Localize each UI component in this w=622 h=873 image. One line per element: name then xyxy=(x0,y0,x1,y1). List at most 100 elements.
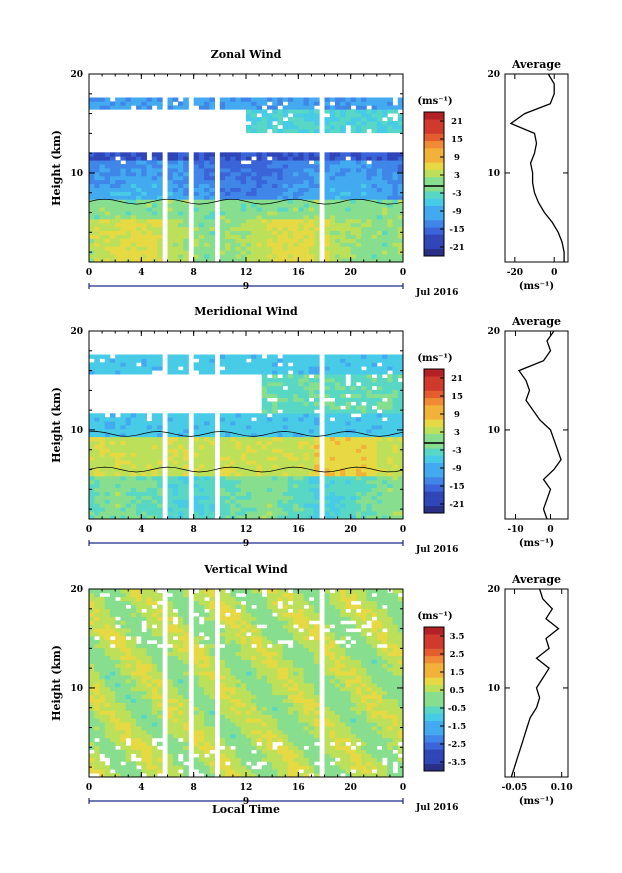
heatmap-cell xyxy=(366,456,372,461)
heatmap-cell xyxy=(392,234,399,239)
heatmap-cell xyxy=(99,694,106,700)
heatmap-cell xyxy=(298,358,304,363)
heatmap-cell xyxy=(89,258,95,263)
heatmap-cell xyxy=(157,659,163,664)
heatmap-cell xyxy=(235,207,242,212)
heatmap-cell xyxy=(99,160,106,165)
heatmap-cell xyxy=(141,164,147,169)
heatmap-cell xyxy=(104,702,111,707)
heatmap-cell xyxy=(266,425,273,430)
heatmap-cell xyxy=(120,218,127,224)
heatmap-cell xyxy=(104,745,111,750)
heatmap-cell xyxy=(146,753,153,758)
heatmap-cell xyxy=(130,203,137,208)
heatmap-cell xyxy=(167,741,174,747)
heatmap-cell xyxy=(99,203,106,208)
heatmap-cell xyxy=(120,604,127,609)
heatmap-cell xyxy=(94,511,100,516)
heatmap-cell xyxy=(303,495,310,500)
heatmap-cell xyxy=(371,101,378,106)
heatmap-cell xyxy=(392,179,399,185)
heatmap-cell xyxy=(334,215,341,220)
colorbar-swatch xyxy=(424,220,444,228)
heatmap-cell xyxy=(308,222,315,228)
heatmap-cell xyxy=(89,741,95,747)
heatmap-cell xyxy=(146,448,153,453)
heatmap-cell xyxy=(298,507,304,512)
heatmap-cell xyxy=(235,254,242,259)
heatmap-cell xyxy=(115,452,121,457)
heatmap-cell xyxy=(376,230,383,235)
heatmap-cell xyxy=(387,464,393,469)
heatmap-cell xyxy=(251,152,257,157)
heatmap-cell xyxy=(298,238,304,243)
heatmap-cell xyxy=(151,507,158,512)
heatmap-cell xyxy=(167,761,174,766)
heatmap-cell xyxy=(193,421,200,426)
heatmap-cell xyxy=(157,191,163,196)
heatmap-cell xyxy=(204,487,210,492)
heatmap-cell xyxy=(109,628,116,633)
heatmap-cell xyxy=(130,97,137,102)
heatmap-cell xyxy=(99,211,106,216)
heatmap-cell xyxy=(392,432,399,438)
heatmap-cell xyxy=(329,354,336,359)
heatmap-cell xyxy=(146,183,153,188)
heatmap-cell xyxy=(157,636,163,641)
heatmap-cell xyxy=(177,460,184,465)
heatmap-cell xyxy=(350,472,357,477)
heatmap-cell xyxy=(287,468,294,473)
heatmap-cell xyxy=(397,230,404,235)
heatmap-cell xyxy=(94,761,100,766)
heatmap-cell xyxy=(120,211,127,216)
heatmap-cell xyxy=(282,460,289,465)
heatmap-cell xyxy=(287,487,294,492)
heatmap-cell xyxy=(209,175,215,181)
heatmap-cell xyxy=(376,417,383,422)
heatmap-cell xyxy=(120,503,127,508)
heatmap-cell xyxy=(94,152,100,157)
heatmap-cell xyxy=(355,203,362,208)
heatmap-cell xyxy=(230,242,236,247)
heatmap-cell xyxy=(125,632,132,637)
heatmap-cell xyxy=(355,491,362,496)
heatmap-cell xyxy=(355,362,362,367)
heatmap-cell xyxy=(251,487,257,492)
heatmap-cell xyxy=(120,655,127,660)
heatmap-cell xyxy=(219,226,226,232)
heatmap-cell xyxy=(151,757,158,762)
heatmap-cell xyxy=(183,218,189,224)
heatmap-cell xyxy=(350,370,357,375)
heatmap-cell xyxy=(240,175,247,181)
heatmap-cell xyxy=(355,456,362,461)
heatmap-cell xyxy=(287,250,294,255)
heatmap-cell xyxy=(183,620,189,625)
heatmap-cell xyxy=(277,515,284,520)
heatmap-cell xyxy=(219,354,226,359)
heatmap-cell xyxy=(183,487,189,492)
heatmap-cell xyxy=(371,436,378,442)
heatmap-cell xyxy=(376,156,383,161)
heatmap-cell xyxy=(277,358,284,363)
heatmap-cell xyxy=(235,515,242,520)
heatmap-cell xyxy=(198,164,205,169)
heatmap-cell xyxy=(146,690,153,696)
heatmap-cell xyxy=(115,187,121,192)
colorbar-swatch xyxy=(424,462,444,471)
heatmap-cell xyxy=(287,448,294,453)
heatmap-cell xyxy=(104,460,111,465)
heatmap-cell xyxy=(115,436,121,442)
heatmap-cell xyxy=(246,475,252,481)
heatmap-cell xyxy=(272,425,278,430)
heatmap-cell xyxy=(366,358,372,363)
heatmap-cell xyxy=(230,456,236,461)
heatmap-cell xyxy=(350,101,357,106)
heatmap-cell xyxy=(355,109,362,114)
heatmap-cell xyxy=(177,222,184,228)
heatmap-cell xyxy=(157,686,163,692)
colorbar-swatch xyxy=(424,405,444,413)
heatmap-cell xyxy=(266,456,273,461)
heatmap-cell xyxy=(314,401,320,406)
heatmap-cell xyxy=(94,647,100,653)
